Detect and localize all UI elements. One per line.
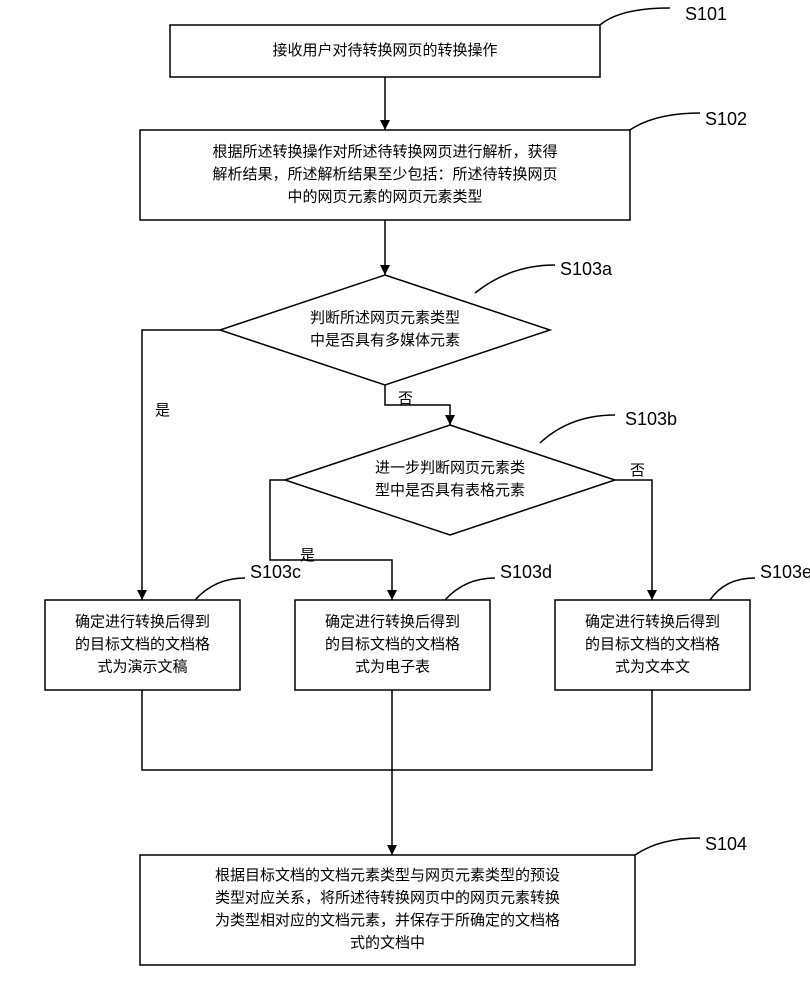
node-s101: 接收用户对待转换网页的转换操作 [170, 25, 600, 77]
node-s103b: 进一步判断网页元素类型中是否具有表格元素 [285, 425, 615, 535]
node-s102: 根据所述转换操作对所述待转换网页进行解析，获得解析结果，所述解析结果至少包括：所… [140, 130, 630, 220]
edge-6 [142, 690, 392, 770]
node-s103a-line-0: 判断所述网页元素类型 [310, 310, 460, 327]
node-s101-line-0: 接收用户对待转换网页的转换操作 [272, 42, 497, 59]
edge-label-2: 是 [155, 402, 170, 419]
callout-label-s103e: S103e [760, 562, 810, 582]
callout-line-s104 [635, 838, 700, 855]
callout-line-s103d [445, 578, 495, 600]
node-s103e-line-2: 式为文本文 [615, 658, 690, 675]
node-s104-line-3: 式的文档中 [350, 935, 425, 952]
node-s103e: 确定进行转换后得到的目标文档的文档格式为文本文 [555, 600, 750, 690]
callout-line-s103c [195, 578, 245, 600]
callout-label-s102: S102 [705, 109, 747, 129]
callout-line-s101 [600, 8, 670, 25]
callout-line-s103e [710, 578, 755, 600]
node-s104-line-2: 为类型相对应的文档元素，并保存于所确定的文档格 [215, 911, 560, 929]
node-s102-line-1: 解析结果，所述解析结果至少包括：所述待转换网页 [212, 166, 557, 183]
edge-label-3: 否 [398, 390, 413, 407]
node-s103a-line-1: 中是否具有多媒体元素 [310, 332, 460, 349]
edge-label-5: 否 [630, 462, 645, 479]
callout-label-s104: S104 [705, 834, 747, 854]
nodes-layer: 接收用户对待转换网页的转换操作根据所述转换操作对所述待转换网页进行解析，获得解析… [45, 25, 750, 965]
node-s104: 根据目标文档的文档元素类型与网页元素类型的预设类型对应关系，将所述待转换网页中的… [140, 855, 635, 965]
node-s103c: 确定进行转换后得到的目标文档的文档格式为演示文稿 [45, 600, 240, 690]
node-s103a: 判断所述网页元素类型中是否具有多媒体元素 [220, 275, 550, 385]
edge-3 [385, 385, 450, 425]
node-s103b-line-1: 型中是否具有表格元素 [375, 482, 525, 499]
callout-label-s103a: S103a [560, 259, 613, 279]
node-s102-line-2: 中的网页元素的网页元素类型 [287, 188, 482, 205]
node-s103b-line-0: 进一步判断网页元素类 [375, 460, 525, 477]
node-s102-line-0: 根据所述转换操作对所述待转换网页进行解析，获得 [212, 143, 557, 160]
callout-label-s101: S101 [685, 4, 727, 24]
callout-label-s103c: S103c [250, 562, 301, 582]
node-s103c-line-2: 式为演示文稿 [97, 658, 187, 675]
node-s103c-line-1: 的目标文档的文档格 [75, 636, 210, 653]
callout-line-s103a [475, 265, 555, 293]
node-s103d-line-2: 式为电子表 [355, 658, 430, 675]
node-s103d-line-1: 的目标文档的文档格 [325, 636, 460, 653]
node-s103d: 确定进行转换后得到的目标文档的文档格式为电子表 [295, 600, 490, 690]
edge-2 [142, 330, 220, 600]
node-s104-line-1: 类型对应关系，将所述待转换网页中的网页元素转换 [215, 889, 560, 907]
callout-label-s103d: S103d [500, 562, 552, 582]
node-s103c-line-0: 确定进行转换后得到 [75, 613, 210, 630]
callout-line-s102 [630, 113, 700, 130]
callout-label-s103b: S103b [625, 409, 677, 429]
edge-5 [615, 480, 652, 600]
node-s103e-line-1: 的目标文档的文档格 [585, 636, 720, 653]
callout-line-s103b [540, 415, 615, 443]
node-s104-line-0: 根据目标文档的文档元素类型与网页元素类型的预设 [215, 867, 560, 884]
node-s103d-line-0: 确定进行转换后得到 [325, 613, 460, 630]
node-s103e-line-0: 确定进行转换后得到 [585, 613, 720, 630]
edge-7 [392, 690, 652, 770]
edge-label-4: 是 [300, 547, 315, 564]
